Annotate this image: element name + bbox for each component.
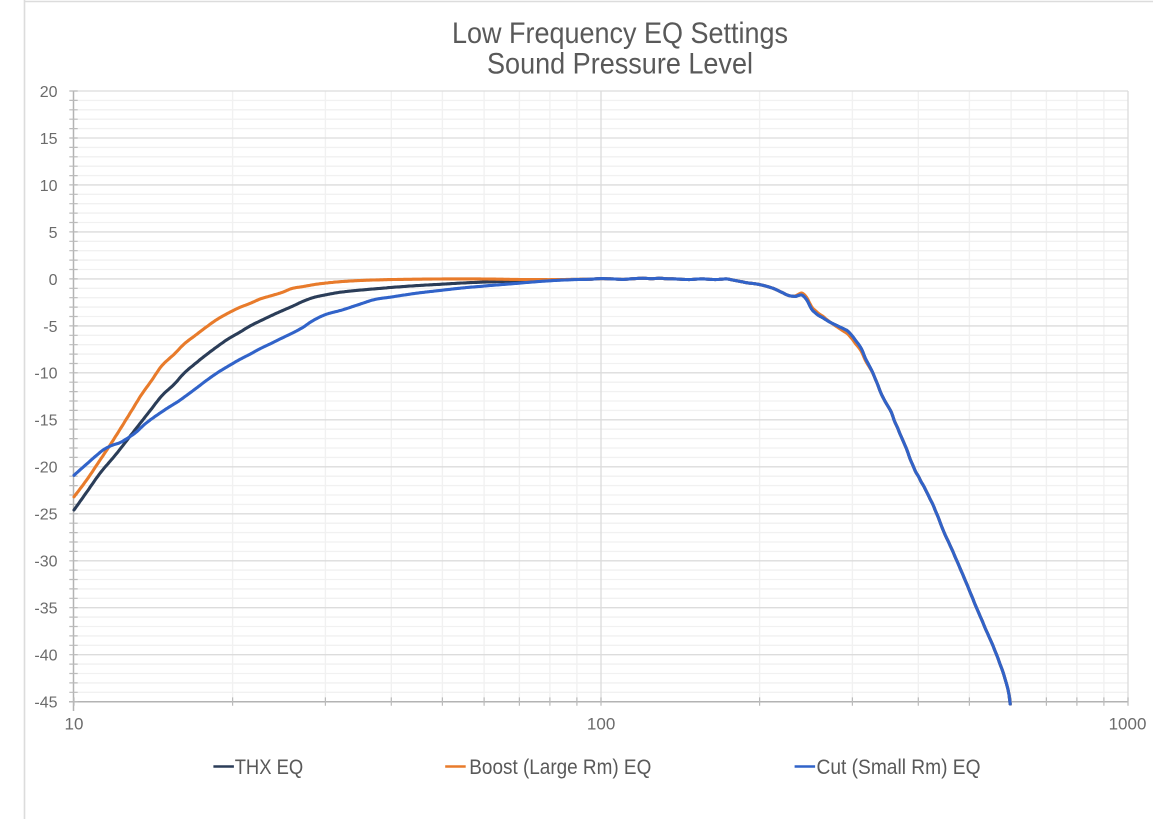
svg-text:-30: -30 <box>34 554 57 571</box>
svg-text:-25: -25 <box>34 507 57 524</box>
svg-text:0: 0 <box>49 272 58 289</box>
svg-text:20: 20 <box>40 84 58 101</box>
svg-text:10: 10 <box>40 178 58 195</box>
svg-text:THX EQ: THX EQ <box>235 755 304 779</box>
svg-text:10: 10 <box>65 715 84 734</box>
svg-text:Sound Pressure Level: Sound Pressure Level <box>487 48 753 81</box>
svg-text:100: 100 <box>587 715 615 734</box>
svg-text:5: 5 <box>49 225 58 242</box>
svg-text:-5: -5 <box>43 319 57 336</box>
svg-text:15: 15 <box>40 131 58 148</box>
svg-text:-45: -45 <box>34 695 57 712</box>
svg-text:-40: -40 <box>34 648 57 665</box>
svg-text:-35: -35 <box>34 601 57 618</box>
svg-text:Boost (Large Rm) EQ: Boost (Large Rm) EQ <box>469 755 651 779</box>
svg-text:-20: -20 <box>34 460 57 477</box>
svg-text:1000: 1000 <box>1109 715 1147 734</box>
svg-text:-10: -10 <box>34 366 57 383</box>
svg-text:Low Frequency EQ Settings: Low Frequency EQ Settings <box>452 17 788 50</box>
svg-text:Cut (Small Rm) EQ: Cut (Small Rm) EQ <box>817 755 981 779</box>
svg-text:-15: -15 <box>34 413 57 430</box>
